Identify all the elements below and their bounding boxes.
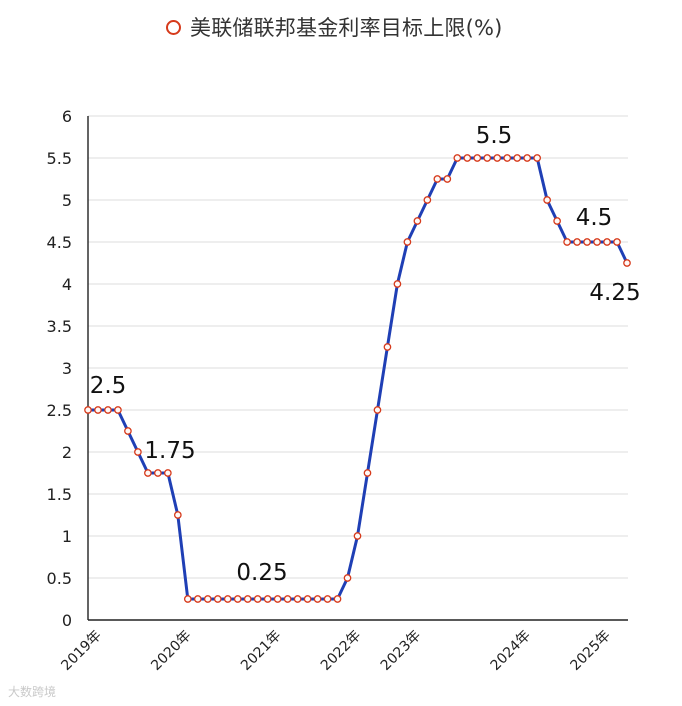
data-point (413, 217, 422, 225)
data-point (553, 217, 561, 225)
x-tick-label: 2025年 (567, 628, 613, 674)
data-point (403, 238, 412, 246)
data-point (104, 406, 112, 414)
data-point (503, 154, 512, 162)
x-tick-label: 2022年 (318, 628, 364, 674)
data-point (533, 154, 542, 162)
data-point (293, 595, 302, 603)
watermark: 大数跨境 (8, 685, 57, 699)
data-label: 0.25 (236, 560, 287, 586)
data-point (333, 595, 342, 603)
data-point (563, 238, 571, 246)
data-point (233, 595, 242, 603)
data-point (273, 595, 282, 603)
data-point (443, 175, 452, 183)
data-point (483, 154, 492, 162)
y-tick-label: 4 (62, 275, 72, 294)
y-tick-label: 6 (62, 107, 72, 126)
y-tick-label: 4.5 (47, 233, 72, 252)
data-point (493, 154, 502, 162)
data-point (343, 574, 352, 582)
data-point (583, 238, 591, 246)
data-point (283, 595, 292, 603)
data-point (253, 595, 262, 603)
legend-label: 美联储联邦基金利率目标上限(%) (190, 16, 503, 40)
data-point (134, 448, 142, 456)
data-point (543, 196, 551, 204)
data-point (323, 595, 332, 603)
data-point (243, 595, 252, 603)
data-point (433, 175, 442, 183)
data-point (463, 154, 472, 162)
data-point (573, 238, 581, 246)
y-tick-label: 3.5 (47, 317, 72, 336)
data-point (423, 196, 432, 204)
data-point (114, 406, 122, 414)
data-point (263, 595, 272, 603)
data-point (144, 469, 152, 477)
y-tick-label: 2 (62, 443, 72, 462)
data-point (164, 469, 172, 477)
x-tick-label: 2021年 (238, 628, 284, 674)
data-point (313, 595, 322, 603)
data-point (513, 154, 522, 162)
y-tick-label: 3 (62, 359, 72, 378)
y-tick-label: 5 (62, 191, 72, 210)
data-point (363, 469, 372, 477)
data-point (223, 595, 232, 603)
data-point (353, 532, 362, 540)
data-point (523, 154, 532, 162)
data-point (213, 595, 222, 603)
data-point (373, 406, 382, 414)
y-tick-label: 0 (62, 611, 72, 630)
chart-legend: 美联储联邦基金利率目标上限(%) (0, 10, 682, 44)
data-point (124, 427, 132, 435)
y-tick-label: 1.5 (47, 485, 72, 504)
data-label: 2.5 (90, 373, 127, 399)
data-label: 4.5 (576, 205, 613, 231)
x-tick-label: 2024年 (488, 628, 534, 674)
y-tick-label: 2.5 (47, 401, 72, 420)
data-point (473, 154, 482, 162)
data-point (453, 154, 462, 162)
data-point (193, 595, 202, 603)
x-tick-label: 2023年 (378, 628, 424, 674)
data-point (173, 511, 182, 519)
data-point (84, 406, 92, 414)
legend-marker-icon (166, 19, 181, 35)
x-tick-label: 2019年 (58, 628, 104, 674)
data-point (383, 343, 392, 351)
data-point (623, 259, 631, 267)
data-point (203, 595, 212, 603)
data-point (94, 406, 102, 414)
data-point (303, 595, 312, 603)
data-point (154, 469, 162, 477)
data-point (183, 595, 192, 603)
x-tick-label: 2020年 (148, 628, 194, 674)
data-label: 1.75 (144, 438, 195, 464)
y-tick-label: 1 (62, 527, 72, 546)
data-label: 5.5 (476, 123, 513, 149)
y-tick-label: 5.5 (47, 149, 72, 168)
data-point (393, 280, 402, 288)
y-tick-label: 0.5 (47, 569, 72, 588)
data-label: 4.25 (589, 280, 640, 306)
data-point (613, 238, 621, 246)
data-point (593, 238, 601, 246)
data-point (603, 238, 611, 246)
